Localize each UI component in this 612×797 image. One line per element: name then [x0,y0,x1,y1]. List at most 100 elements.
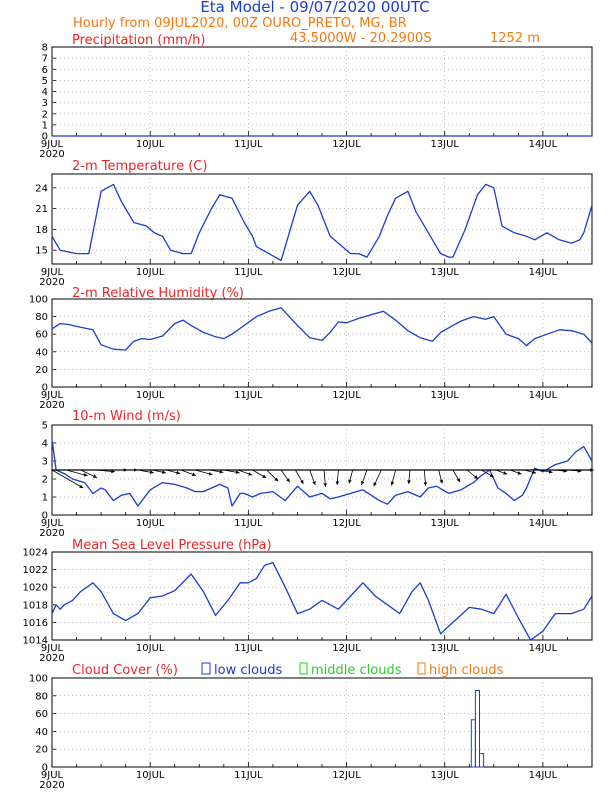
x-tick-label: 10JUL [136,139,165,150]
wind-arrowhead [474,475,478,479]
wind-arrowhead [83,473,88,477]
wind-arrowhead [423,482,428,486]
panel-3: 10JUL 11JUL 12JUL 13JUL 14JUL 9JUL2020 0 20 40 60… [29,295,593,411]
wind-arrowhead [503,471,508,475]
wind-arrowhead [162,470,166,474]
y-tick-label: 1020 [23,583,48,594]
y-tick-label: 1024 [23,548,48,559]
wind-arrowhead [262,474,267,478]
y-tick-label: 24 [35,183,48,194]
y-tick-label: 100 [29,295,48,306]
x-tick-year: 2020 [39,277,64,288]
wind-arrowhead [439,479,443,484]
y-tick-label: 100 [29,674,48,685]
wind-arrowhead [577,469,582,473]
wind-arrowhead [111,469,115,474]
wind-title: 10-m Wind (m/s) [72,409,181,424]
y-tick-label: 1022 [23,565,48,576]
x-tick-label: 12JUL [332,267,361,278]
y-tick-label: 0 [42,511,48,522]
x-tick-label: 12JUL [332,518,361,529]
x-tick-label: 12JUL [332,139,361,150]
x-tick-label: 10JUL [136,390,165,401]
series-line [51,307,593,351]
wind-arrowhead [517,471,522,475]
y-tick-label: 15 [35,246,48,257]
x-tick-label: 14JUL [529,139,558,150]
wind-arrowhead [312,481,316,485]
wind-arrowhead [134,468,138,472]
wind-arrowhead [590,468,594,472]
header-subtitle: Hourly from 09JUL2020, 00Z OURO_PRETO, M… [73,16,407,31]
wind-arrowhead [563,469,568,473]
x-tick-label: 10JUL [136,643,165,654]
pressure-title: Mean Sea Level Pressure (hPa) [72,538,272,553]
y-tick-label: 18 [35,225,48,236]
y-tick-label: 40 [35,727,48,738]
x-tick-label: 13JUL [430,770,459,781]
x-tick-label: 11JUL [234,267,263,278]
x-tick-label: 14JUL [529,390,558,401]
legend-middle-label: middle clouds [311,663,402,678]
x-tick-label: 12JUL [332,770,361,781]
x-tick-label: 13JUL [430,390,459,401]
x-tick-year: 2020 [39,400,64,411]
precip-title: Precipitation (mm/h) [72,33,205,48]
humidity-title: 2-m Relative Humidity (%) [72,286,244,301]
y-tick-label: 60 [35,709,48,720]
series-line [51,183,593,262]
wind-arrowhead [489,473,494,477]
panel-5: 10JUL 11JUL 12JUL 13JUL 14JUL 9JUL2020 1014 101… [23,548,593,664]
x-tick-label: 10JUL [136,518,165,529]
wind-arrowhead [373,482,377,487]
panel-1: 10JUL 11JUL 12JUL 13JUL 14JUL 9JUL2020 0123456… [39,43,593,160]
wind-arrowhead [300,479,304,484]
legend-middle-swatch [299,662,308,675]
wind-arrowhead [548,470,553,474]
x-tick-label: 14JUL [529,267,558,278]
y-tick-label: 0 [42,763,48,774]
legend-high-swatch [417,662,426,675]
x-tick-year: 2020 [39,653,64,664]
legend-low-label: low clouds [214,663,283,678]
x-tick-label: 14JUL [529,770,558,781]
y-tick-label: 1018 [23,600,48,611]
wind-arrowhead [79,484,84,488]
header-title: Eta Model - 09/07/2020 00UTC [200,0,429,16]
x-tick-year: 2020 [39,780,64,791]
y-tick-label: 3 [42,98,48,109]
x-tick-label-start: 9JUL [41,518,64,529]
wind-arrowhead [361,481,365,485]
wind-arrow [51,469,84,489]
y-tick-label: 60 [35,330,48,341]
legend-high-label: high clouds [429,663,504,678]
y-tick-label: 80 [35,312,48,323]
wind-arrowhead [456,478,460,483]
x-tick-label: 11JUL [234,518,263,529]
x-tick-label: 14JUL [529,518,558,529]
wind-arrowhead [274,477,279,482]
x-tick-label: 13JUL [430,139,459,150]
chart-marks: 10JUL 11JUL 12JUL 13JUL 14JUL9JUL20200123456… [23,43,594,791]
x-tick-label: 11JUL [234,139,263,150]
wind-arrowhead [235,470,240,474]
x-tick-label-start: 9JUL [41,643,64,654]
cloud-bar [479,753,485,768]
wind-arrowhead [191,472,196,476]
x-tick-label-start: 9JUL [41,770,64,781]
y-tick-label: 5 [42,76,48,87]
cloud-title: Cloud Cover (%) [72,663,178,678]
x-tick-label: 12JUL [332,643,361,654]
x-tick-year: 2020 [39,528,64,539]
y-tick-label: 0 [42,132,48,143]
x-tick-label: 11JUL [234,390,263,401]
y-tick-label: 80 [35,691,48,702]
series-line [51,439,593,507]
x-tick-year: 2020 [39,149,64,160]
y-tick-label: 20 [35,365,48,376]
x-tick-label-start: 9JUL [41,139,64,150]
x-tick-label: 10JUL [136,770,165,781]
x-tick-label: 12JUL [332,390,361,401]
wind-arrowhead [176,470,181,475]
y-tick-label: 1014 [23,636,48,647]
